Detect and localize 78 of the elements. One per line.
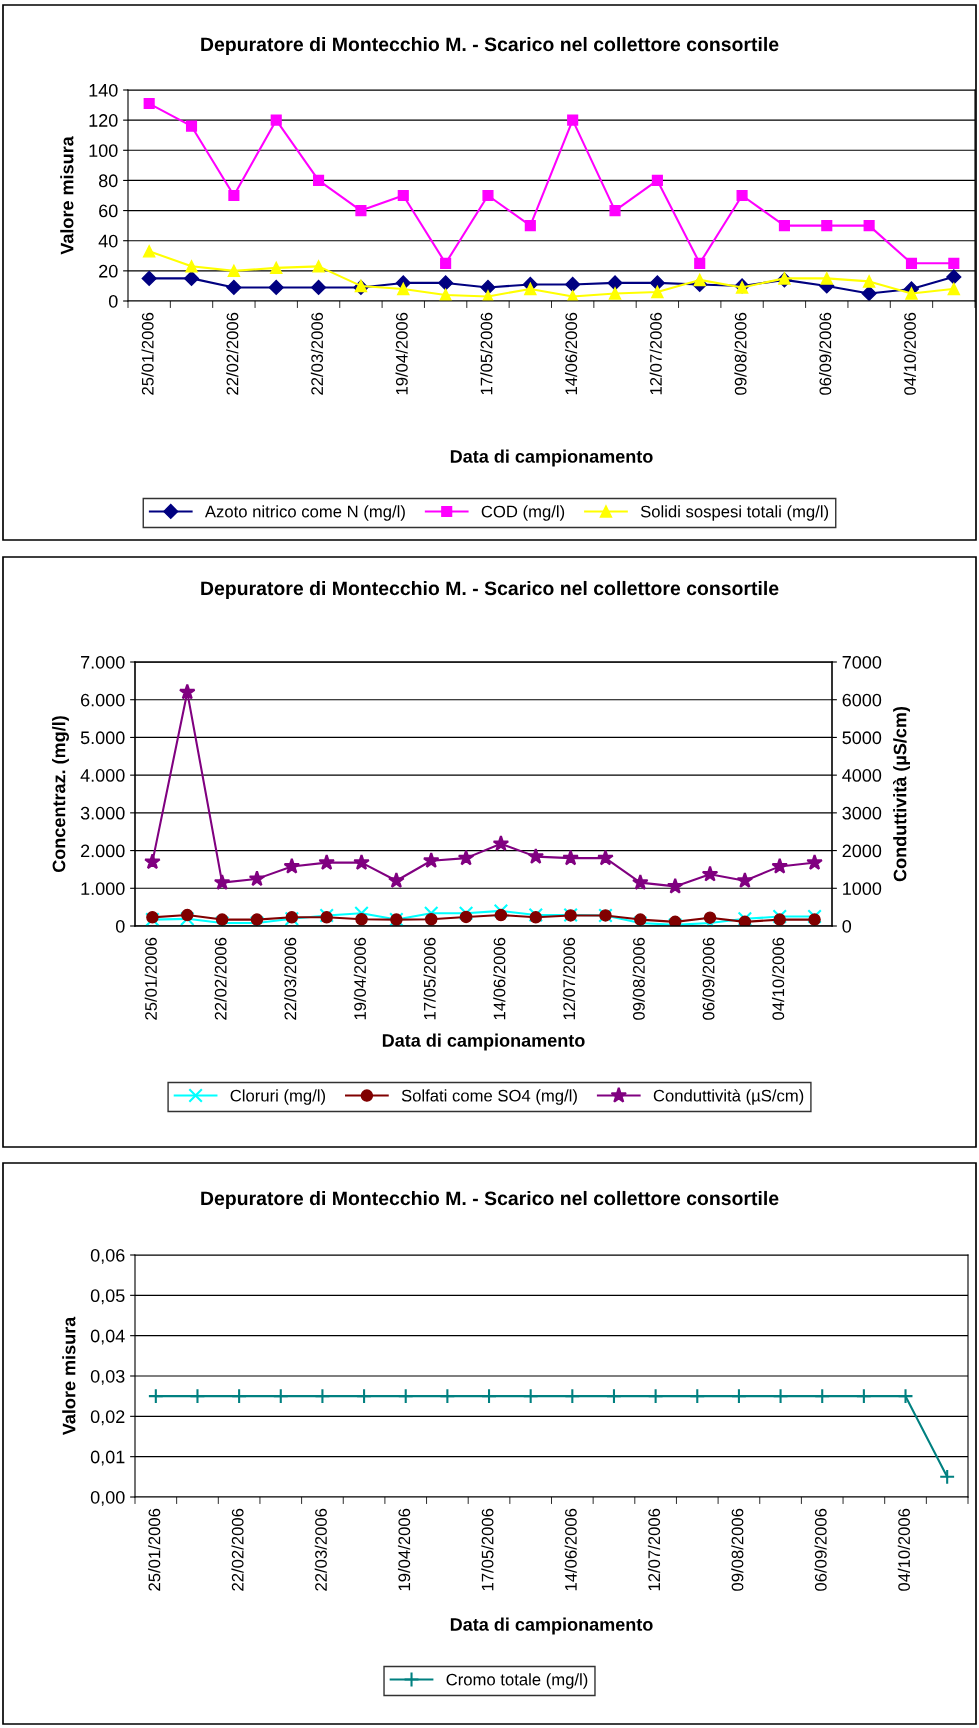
y-tick-label: 2.000 — [81, 844, 125, 858]
y-tick-label: 5.000 — [80, 731, 125, 745]
y-tick-label: 140 — [89, 83, 118, 97]
x-tick-label: 22/02/2006 — [214, 937, 227, 1020]
y-tick-label: 100 — [89, 144, 118, 158]
x-tick-label: 25/01/2006 — [148, 1508, 161, 1591]
chart-title: Depuratore di Montecchio M. - Scarico nel collettore consortile — [201, 36, 779, 56]
y2-tick-label: 2000 — [842, 844, 882, 858]
y2-axis-title: Conduttività (µS/cm) — [893, 706, 910, 882]
legend-label: COD (mg/l) — [481, 505, 565, 521]
x-tick-label: 22/02/2006 — [226, 312, 239, 395]
y2-tick-label: 5000 — [842, 731, 882, 745]
x-axis-title: Data di campionamento — [450, 1617, 653, 1635]
x-tick-label: 22/03/2006 — [310, 312, 324, 395]
y-tick-label: 120 — [89, 114, 118, 127]
legend-label: Solidi sospesi totali (mg/l) — [640, 505, 829, 521]
x-tick-label: 04/10/2006 — [897, 1508, 910, 1591]
x-tick-label: 12/07/2006 — [649, 312, 662, 395]
y-tick-label: 4.000 — [80, 769, 125, 782]
y-tick-label: 3.000 — [80, 806, 125, 820]
x-tick-label: 17/05/2006 — [480, 312, 493, 395]
y-tick-label: 1.000 — [81, 882, 125, 896]
chart-title: Depuratore di Montecchio M. - Scarico nel collettore consortile — [201, 1190, 779, 1210]
x-tick-label: 14/06/2006 — [564, 1508, 577, 1591]
y-tick-label: 7.000 — [81, 655, 125, 669]
legend-label: Azoto nitrico come N (mg/l) — [204, 505, 405, 521]
y-axis-title: Concentraz. (mg/l) — [52, 716, 69, 872]
x-tick-label: 06/09/2006 — [814, 1508, 827, 1591]
y-tick-label: 0,02 — [90, 1410, 125, 1426]
x-tick-label: 19/04/2006 — [395, 312, 408, 395]
y-tick-label: 0,03 — [90, 1369, 125, 1385]
x-tick-label: 25/01/2006 — [141, 312, 154, 395]
y-tick-label: 6.000 — [81, 693, 125, 707]
x-axis-title: Data di campionamento — [450, 449, 653, 467]
x-tick-label: 12/07/2006 — [562, 937, 576, 1020]
x-tick-label: 04/10/2006 — [771, 937, 785, 1020]
y-tick-label: 60 — [99, 204, 118, 218]
y2-tick-label: 4000 — [842, 769, 882, 782]
x-tick-label: 17/05/2006 — [423, 937, 436, 1020]
legend-label: Cromo totale (mg/l) — [446, 1673, 588, 1689]
y-axis-title: Valore misura — [62, 1316, 76, 1436]
x-tick-label: 09/08/2006 — [632, 937, 645, 1020]
y2-tick-label: 1000 — [843, 882, 882, 896]
x-axis-title: Data di campionamento — [382, 1033, 585, 1051]
x-tick-label: 19/04/2006 — [353, 937, 366, 1020]
x-tick-label: 14/06/2006 — [493, 937, 506, 1020]
y2-tick-label: 7000 — [842, 655, 882, 669]
legend-label: Cloruri (mg/l) — [230, 1089, 326, 1105]
x-tick-label: 22/03/2006 — [284, 937, 297, 1020]
x-tick-label: 04/10/2006 — [903, 312, 916, 395]
y2-tick-label: 6000 — [842, 693, 882, 707]
y-tick-label: 80 — [98, 174, 118, 188]
x-tick-label: 06/09/2006 — [819, 312, 832, 395]
y-tick-label: 0 — [115, 919, 125, 933]
legend-label: Solfati come SO4 (mg/l) — [401, 1089, 577, 1105]
x-tick-label: 19/04/2006 — [397, 1508, 411, 1591]
chart-title: Depuratore di Montecchio M. - Scarico nel collettore consortile — [201, 580, 779, 600]
y-tick-label: 0,05 — [90, 1289, 125, 1305]
x-tick-label: 14/06/2006 — [564, 312, 578, 395]
y-tick-label: 0,01 — [90, 1450, 125, 1466]
y2-tick-label: 0 — [842, 919, 852, 933]
y-tick-label: 0,00 — [90, 1490, 125, 1506]
x-tick-label: 17/05/2006 — [481, 1508, 494, 1591]
x-tick-label: 22/03/2006 — [314, 1508, 327, 1591]
x-tick-label: 09/08/2006 — [731, 1508, 744, 1591]
y-tick-label: 0 — [108, 294, 118, 308]
legend-label: Conduttività (µS/cm) — [653, 1089, 804, 1105]
y2-tick-label: 3000 — [842, 806, 882, 820]
y-axis-title: Valore misura — [60, 136, 74, 255]
x-tick-label: 09/08/2006 — [734, 312, 747, 395]
x-tick-label: 06/09/2006 — [702, 937, 715, 1020]
x-tick-label: 25/01/2006 — [144, 937, 157, 1020]
y-tick-label: 20 — [99, 264, 118, 278]
y-tick-label: 0,06 — [90, 1248, 125, 1264]
y-tick-label: 40 — [98, 234, 118, 248]
y-tick-label: 0,04 — [90, 1329, 125, 1345]
x-tick-label: 12/07/2006 — [647, 1508, 661, 1591]
x-tick-label: 22/02/2006 — [231, 1508, 244, 1591]
